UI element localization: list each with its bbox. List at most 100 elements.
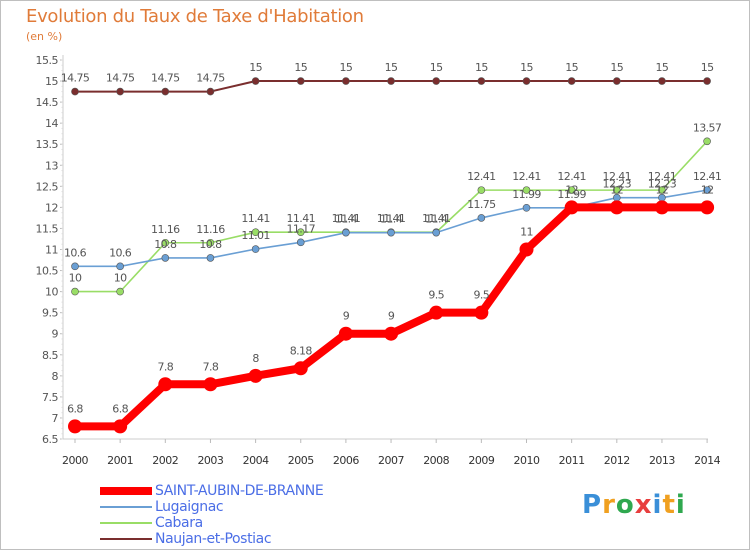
- data-point: [296, 77, 305, 85]
- data-point: [432, 77, 441, 85]
- data-point: [71, 87, 79, 96]
- x-tick-label: 2003: [197, 454, 223, 467]
- y-tick-label: 15.5: [36, 54, 59, 67]
- data-point: [432, 228, 441, 237]
- data-label: 15: [294, 61, 307, 74]
- data-label: 12: [565, 183, 578, 196]
- x-tick-label: 2010: [514, 454, 540, 467]
- data-label: 14.75: [106, 72, 135, 85]
- data-label: 10: [69, 272, 82, 285]
- x-tick-label: 2013: [649, 454, 675, 467]
- data-point: [342, 228, 350, 237]
- logo-letter: x: [634, 490, 653, 520]
- data-label: 10: [114, 272, 127, 285]
- data-label: 12.41: [467, 170, 496, 183]
- data-label: 12.23: [603, 178, 632, 191]
- logo-letter: i: [652, 490, 663, 520]
- data-label: 7.8: [203, 360, 219, 373]
- y-tick-label: 9.5: [42, 307, 58, 320]
- y-tick-label: 11.5: [36, 222, 59, 235]
- data-point: [248, 368, 263, 383]
- y-tick-label: 6.5: [42, 433, 58, 446]
- data-label: 12.41: [512, 170, 541, 183]
- data-label: 15: [520, 61, 533, 74]
- y-tick-label: 11: [45, 244, 58, 257]
- data-label: 7.8: [157, 360, 173, 373]
- x-tick-label: 2014: [694, 454, 720, 467]
- y-tick-label: 14: [45, 117, 58, 130]
- data-label: 13.57: [693, 121, 722, 134]
- data-label: 6.8: [67, 402, 83, 415]
- data-point: [206, 254, 215, 262]
- data-label: 15: [339, 61, 352, 74]
- y-tick-label: 12: [45, 201, 58, 214]
- data-point: [564, 200, 579, 215]
- data-point: [342, 77, 350, 85]
- legend-swatch: [100, 506, 152, 508]
- data-point: [71, 262, 79, 271]
- data-label: 12: [656, 183, 669, 196]
- x-tick-label: 2011: [559, 454, 585, 467]
- data-label: 15: [610, 61, 623, 74]
- data-label: 11.16: [196, 223, 225, 236]
- data-label: 14.75: [151, 72, 180, 85]
- logo-letter: r: [602, 490, 616, 520]
- y-tick-label: 13: [45, 159, 58, 172]
- data-point: [703, 186, 711, 194]
- x-tick-label: 2008: [423, 454, 449, 467]
- data-label: 12.41: [603, 170, 632, 183]
- data-point: [161, 238, 170, 247]
- data-label: 15: [430, 61, 443, 74]
- data-point: [384, 326, 399, 341]
- y-tick-label: 8: [52, 370, 59, 383]
- data-point: [522, 77, 531, 85]
- data-label: 11.41: [377, 212, 406, 225]
- y-tick-label: 10: [45, 286, 58, 299]
- data-point: [251, 245, 260, 253]
- data-point: [71, 287, 79, 296]
- data-label: 8.18: [290, 344, 313, 357]
- data-label: 15: [249, 61, 262, 74]
- data-label: 12.41: [557, 170, 586, 183]
- data-point: [296, 228, 305, 237]
- data-point: [387, 77, 395, 85]
- data-point: [113, 419, 128, 434]
- x-tick-label: 2002: [152, 454, 178, 467]
- data-point: [161, 254, 170, 262]
- y-tick-label: 7: [52, 412, 59, 425]
- legend-item: SAINT-AUBIN-DE-BRANNE: [100, 483, 324, 499]
- data-point: [609, 200, 624, 215]
- data-label: 11.41: [241, 212, 270, 225]
- x-tick-label: 2005: [288, 454, 314, 467]
- x-tick-label: 2006: [333, 454, 359, 467]
- y-tick-label: 10.5: [36, 265, 59, 278]
- data-label: 11.41: [422, 212, 451, 225]
- data-label: 12.41: [648, 170, 677, 183]
- x-tick-label: 2000: [62, 454, 88, 467]
- data-label: 12: [701, 183, 714, 196]
- data-label: 15: [475, 61, 488, 74]
- legend-label: Naujan-et-Postiac: [155, 531, 272, 547]
- legend-swatch: [100, 538, 152, 540]
- data-point: [567, 77, 576, 85]
- data-point: [206, 87, 215, 96]
- data-point: [700, 200, 715, 215]
- data-point: [203, 377, 218, 392]
- data-point: [519, 242, 534, 257]
- data-point: [251, 77, 260, 85]
- x-tick-label: 2004: [243, 454, 269, 467]
- legend-item: Cabara: [100, 515, 323, 531]
- data-point: [387, 228, 395, 237]
- data-point: [477, 77, 486, 85]
- data-label: 6.8: [112, 402, 128, 415]
- data-point: [161, 87, 170, 96]
- data-label: 11.17: [287, 222, 316, 235]
- logo-letter: t: [662, 490, 676, 520]
- data-label: 9: [388, 310, 395, 323]
- data-label: 9: [343, 310, 350, 323]
- legend-label: Cabara: [155, 515, 203, 531]
- data-label: 15: [656, 61, 669, 74]
- data-point: [654, 200, 669, 215]
- legend-label: SAINT-AUBIN-DE-BRANNE: [155, 483, 324, 499]
